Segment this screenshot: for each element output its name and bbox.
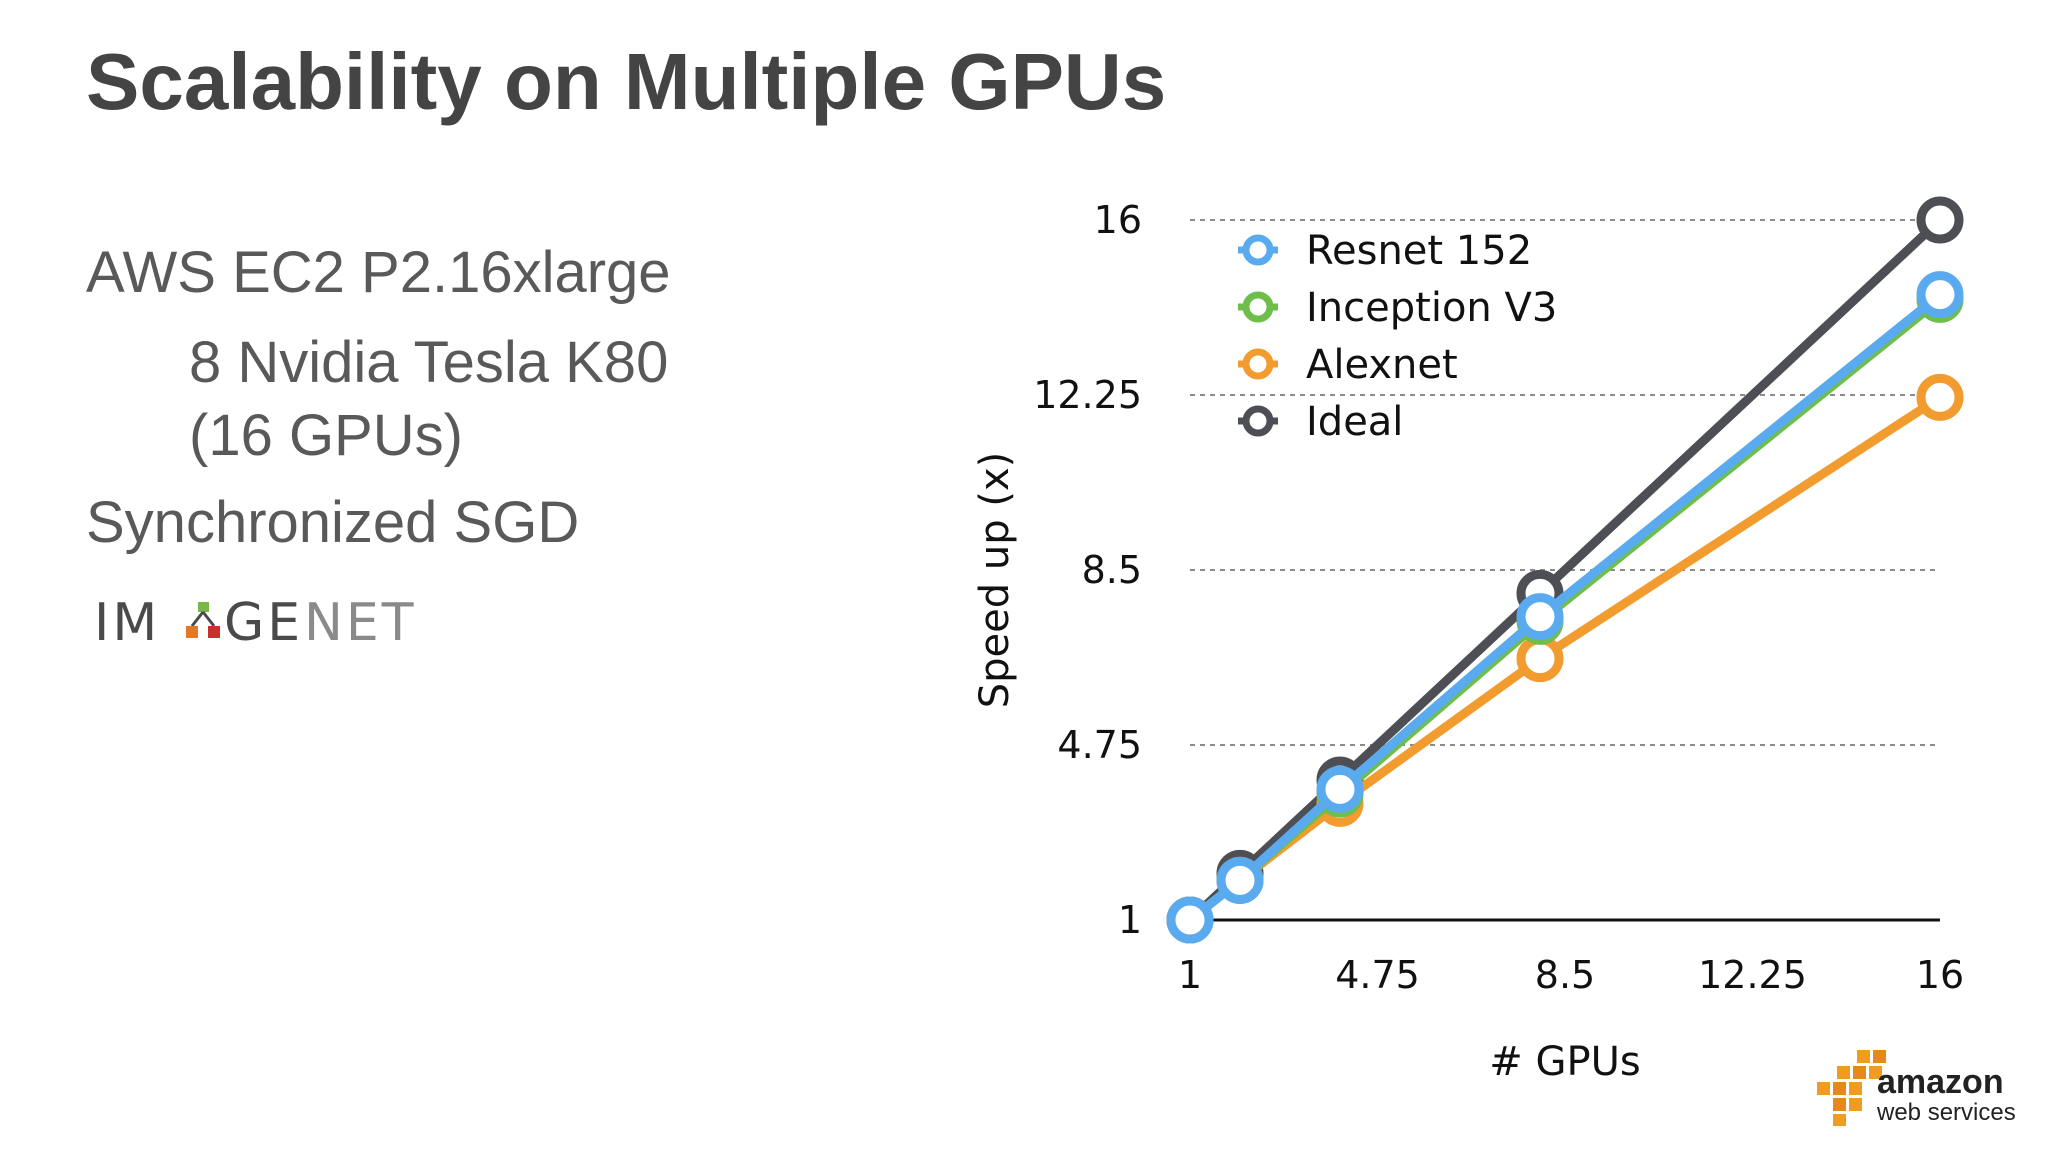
aws-logo-line2: web services [1876,1099,2015,1126]
series-resnet-152 [1166,271,1964,944]
x-tick-label: 1 [1178,953,1202,997]
y-axis-title: Speed up (x) [972,452,1018,708]
x-tick-label: 4.75 [1335,953,1420,997]
legend-label: Ideal [1306,399,1403,445]
axes: 1 4.75 8.5 12.25 16 1 4.75 8.5 12.25 16 # GPUs Spee… [972,198,1964,1085]
legend-marker [1242,405,1274,437]
data-point [1516,593,1564,641]
y-tick-label: 12.25 [1033,373,1142,417]
data-point [1916,373,1964,421]
x-axis-title: # GPUs [1489,1039,1640,1085]
data-point [1516,635,1564,683]
legend-marker [1242,234,1274,266]
series-line [1185,290,1945,925]
data-point [1916,271,1964,319]
svg-text:IM: IM [94,594,160,653]
series-lines [1166,196,1964,944]
data-point [1166,896,1214,944]
y-tick-label: 1 [1118,898,1142,942]
y-tick-label: 8.5 [1082,548,1142,592]
legend-label: Inception V3 [1306,285,1557,331]
speedup-chart: 1 4.75 8.5 12.25 16 1 4.75 8.5 12.25 16 # GPUs Spee… [972,196,1964,1085]
aws-logo: amazon web services [1817,1050,2015,1126]
imagenet-logo: IM GE NET [94,594,414,653]
legend-item: Resnet 152 [1238,228,1532,274]
svg-text:GE: GE [224,594,303,653]
legend-marker [1242,291,1274,323]
legend-item: Alexnet [1238,342,1458,388]
x-tick-label: 12.25 [1698,953,1807,997]
data-point [1916,196,1964,244]
legend-item: Ideal [1238,399,1403,445]
imagenet-tree-icon [186,602,220,638]
bullet-training-method: Synchronized SGD [86,490,580,555]
bullet-gpu-count: (16 GPUs) [189,403,463,468]
series-alexnet [1166,373,1964,944]
legend-label: Resnet 152 [1306,228,1532,274]
data-point [1216,856,1264,904]
aws-cubes-icon [1817,1050,1886,1126]
x-tick-label: 16 [1916,953,1964,997]
x-tick-label: 8.5 [1535,953,1595,997]
slide-title: Scalability on Multiple GPUs [86,37,1167,126]
bullet-gpu-model: 8 Nvidia Tesla K80 [189,330,669,395]
grid-lines [1190,219,1940,746]
svg-text:NET: NET [304,594,414,653]
aws-logo-line1: amazon [1877,1063,2004,1101]
bullet-instance-type: AWS EC2 P2.16xlarge [86,240,671,305]
legend-marker [1242,348,1274,380]
y-tick-label: 4.75 [1057,723,1142,767]
y-tick-label: 16 [1094,198,1142,242]
data-point [1316,765,1364,813]
legend-item: Inception V3 [1238,285,1557,331]
legend: Resnet 152 Inception V3 Alexnet Ideal [1238,228,1557,445]
legend-label: Alexnet [1306,342,1458,388]
series-line [1185,392,1945,925]
